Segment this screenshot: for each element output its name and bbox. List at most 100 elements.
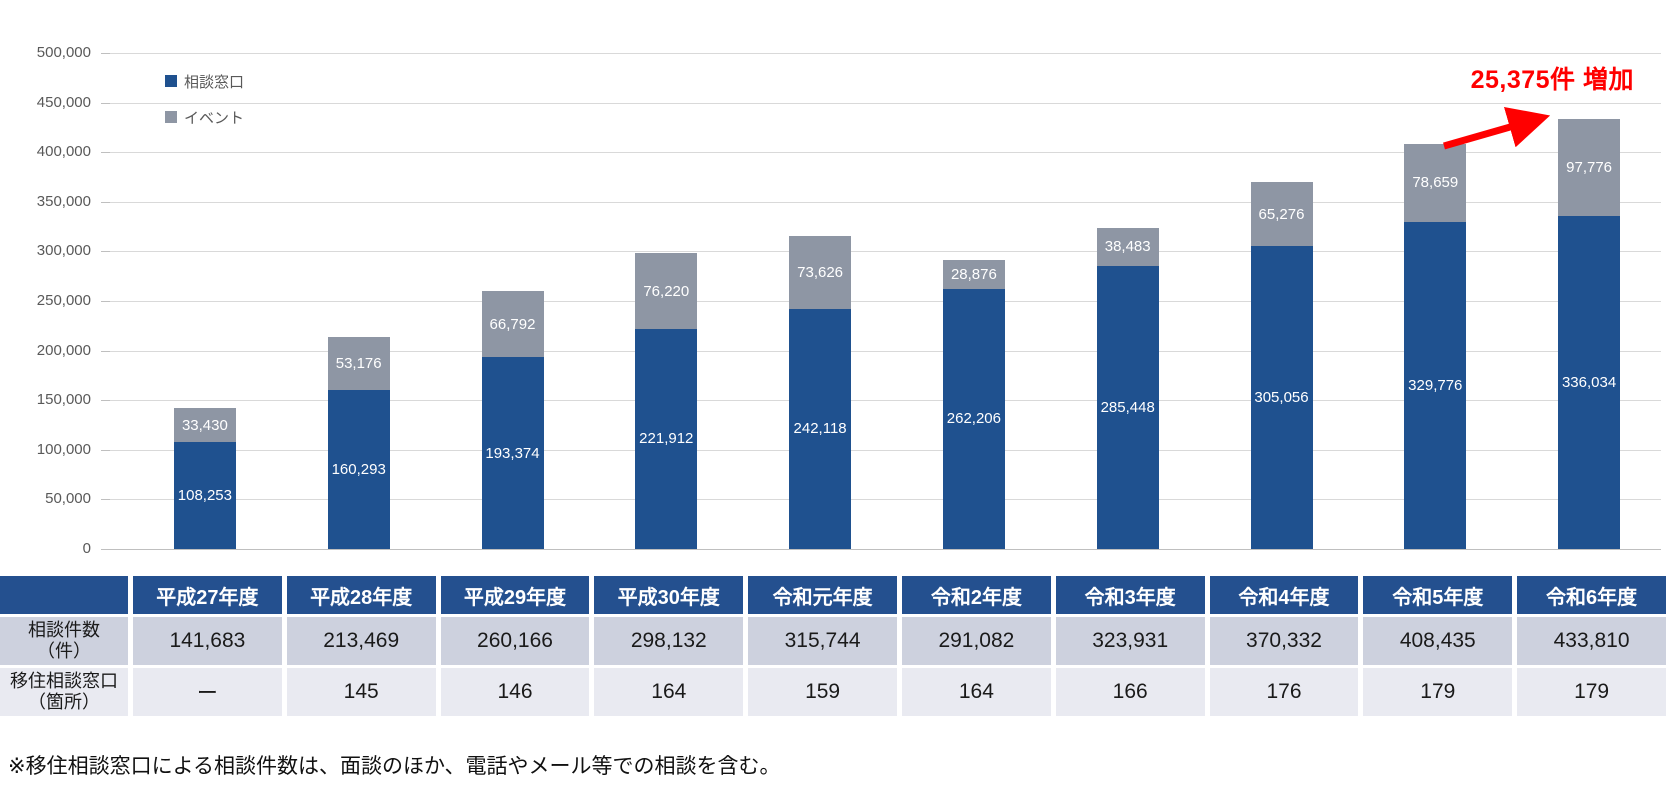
bar-segment-madoguchi: 329,776 (1404, 221, 1467, 549)
table-cell: 298,132 (594, 617, 744, 665)
table-header-cell: 令和6年度 (1517, 576, 1666, 614)
y-axis-tick (101, 102, 110, 104)
y-axis-tick (101, 400, 110, 402)
y-axis-tick (101, 449, 110, 451)
bar-segment-madoguchi: 221,912 (635, 328, 698, 549)
bar-data-label: 285,448 (1100, 398, 1155, 416)
bar-data-label: 38,483 (1104, 238, 1151, 256)
table-cell: 166 (1055, 668, 1205, 716)
bar-data-label: 53,176 (335, 355, 382, 373)
bar-segment-event: 78,659 (1404, 143, 1467, 222)
table-cell: 164 (594, 668, 744, 716)
table-row-label: 移住相談窓口 （箇所） (0, 668, 128, 716)
gridline (110, 400, 1661, 402)
table-cell: 164 (902, 668, 1051, 716)
legend-swatch-icon (165, 111, 177, 123)
bar-data-label: 262,206 (946, 410, 1001, 428)
table-header-cell: 平成30年度 (594, 576, 744, 614)
y-axis-tick (101, 251, 110, 253)
gridline (110, 499, 1661, 501)
legend-label: イベント (184, 109, 245, 127)
bar-data-label: 221,912 (639, 430, 694, 448)
legend-swatch-icon (165, 75, 177, 87)
bar-segment-event: 33,430 (173, 408, 236, 442)
bar-data-label: 78,659 (1412, 174, 1459, 192)
bar-data-label: 160,293 (331, 461, 386, 478)
bar-data-label: 65,276 (1258, 205, 1305, 223)
table-header-cell: 平成29年度 (440, 576, 590, 614)
y-axis-tick-label: 50,000 (45, 490, 91, 508)
table-cell: 315,744 (748, 617, 897, 665)
y-axis-tick-label: 250,000 (36, 292, 91, 309)
table-cell: 260,166 (440, 617, 590, 665)
increase-annotation: 25,375件 増加 (1470, 66, 1634, 94)
bar-data-label: 108,253 (177, 486, 232, 504)
bar-segment-madoguchi: 108,253 (173, 441, 236, 549)
footnote: ※移住相談窓口による相談件数は、面談のほか、電話やメール等での相談を含む。 (8, 755, 781, 778)
bar-data-label: 33,430 (181, 416, 228, 434)
table-cell: 213,469 (286, 617, 436, 665)
y-axis-tick (101, 499, 110, 501)
bar-segment-madoguchi: 242,118 (789, 308, 852, 549)
bar-data-label: 66,792 (489, 315, 536, 333)
y-axis-tick (101, 301, 110, 302)
stacked-bar-chart: 108,253 33,430 160,293 53,176 193,374 66,792 2… (36, 44, 1661, 557)
table-cell: 323,931 (1055, 617, 1205, 665)
table-header-cell: 令和5年度 (1363, 576, 1513, 614)
bar-data-label: 73,626 (797, 263, 844, 281)
y-axis-tick-label: 500,000 (36, 44, 91, 61)
bar-data-label: 193,374 (485, 444, 540, 462)
gridline (110, 201, 1661, 203)
table-header-cell: 平成28年度 (286, 576, 436, 614)
table-row-label: 相談件数 （件） (0, 617, 128, 665)
bar-segment-madoguchi: 160,293 (327, 390, 390, 549)
bar-data-label: 76,220 (643, 282, 690, 300)
table-header-cell: 令和4年度 (1209, 576, 1359, 614)
y-axis-tick-label: 450,000 (36, 93, 91, 111)
bar-segment-madoguchi: 336,034 (1558, 215, 1621, 549)
gridline (110, 449, 1661, 451)
y-axis-tick-label: 200,000 (36, 341, 91, 359)
y-axis-tick (101, 152, 110, 154)
table-cell: ー (133, 668, 282, 716)
bar-segment-madoguchi: 285,448 (1096, 265, 1159, 549)
table-cell: 176 (1209, 668, 1359, 716)
bar-segment-madoguchi: 305,056 (1250, 246, 1313, 549)
bar-segment-event: 28,876 (942, 260, 1005, 289)
table-header-cell: 平成27年度 (133, 576, 282, 614)
y-axis-tick (101, 201, 110, 203)
data-table: 平成27年度 平成28年度 平成29年度 平成30年度 令和元年度 令和2年度 令和3年度令… (0, 576, 1666, 716)
bar-data-label: 305,056 (1254, 389, 1309, 407)
chart-legend: 相談窓口 イベント (165, 70, 244, 128)
bar-data-label: 242,118 (793, 420, 847, 438)
plot-area: 108,253 33,430 160,293 53,176 193,374 66,792 2… (110, 53, 1661, 550)
table-corner-cell (0, 576, 128, 614)
gridline (110, 301, 1661, 302)
table-cell: 179 (1517, 668, 1666, 716)
table-header-cell: 令和元年度 (748, 576, 897, 614)
table-cell: 146 (440, 668, 590, 716)
bar-segment-event: 38,483 (1096, 227, 1159, 266)
bar-segment-event: 65,276 (1250, 181, 1313, 247)
y-axis-tick-label: 150,000 (36, 391, 91, 409)
bar-segment-event: 73,626 (789, 235, 852, 309)
legend-item: イベント (165, 106, 244, 128)
y-axis-tick-label: 300,000 (36, 242, 91, 260)
y-axis-tick (101, 53, 110, 54)
bar-segment-madoguchi: 193,374 (481, 357, 544, 549)
gridline (110, 350, 1661, 352)
table-cell: 141,683 (133, 617, 282, 665)
y-axis-tick-label: 0 (82, 540, 91, 557)
bar-data-label: 97,776 (1566, 158, 1613, 176)
table-cell: 370,332 (1209, 617, 1359, 665)
table-cell: 179 (1363, 668, 1513, 716)
table-cell: 159 (748, 668, 897, 716)
bar-segment-event: 66,792 (481, 290, 544, 358)
bar-data-label: 28,876 (950, 266, 997, 284)
table-cell: 408,435 (1363, 617, 1513, 665)
gridline (110, 251, 1661, 253)
increase-arrow-icon (1443, 106, 1551, 150)
gridline (110, 152, 1661, 154)
bar-data-label: 336,034 (1561, 373, 1617, 391)
y-axis-tick (101, 549, 110, 550)
